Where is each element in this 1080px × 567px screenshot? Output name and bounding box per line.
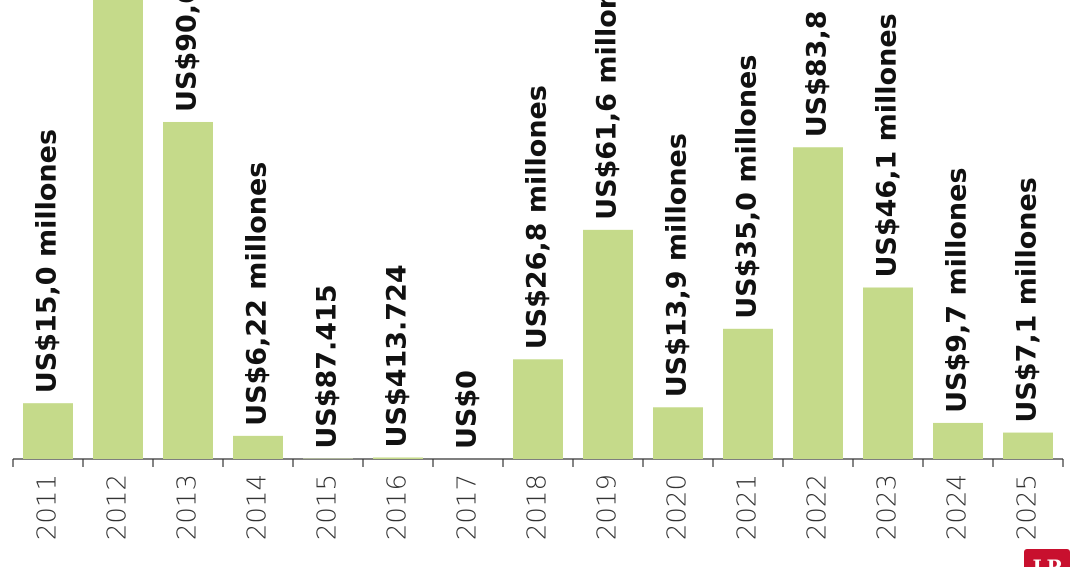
logo-box (1024, 549, 1070, 567)
x-tick-label: 2020 (663, 474, 693, 540)
bar (513, 359, 563, 459)
bar (373, 457, 423, 459)
logo: LP (1024, 549, 1070, 567)
x-tick-label: 2012 (103, 474, 133, 540)
value-label: US$90,6 millones (172, 0, 203, 112)
value-label: US$9,7 millones (942, 167, 973, 412)
bar (233, 435, 283, 459)
bar (583, 229, 633, 459)
value-label: US$6,22 millones (242, 162, 273, 426)
x-tick-label: 2016 (383, 474, 413, 540)
x-tick-label: 2023 (873, 474, 903, 540)
bar (93, 0, 143, 460)
value-label: US$7,1 millones (1012, 177, 1043, 422)
value-label: US$15,0 millones (32, 129, 63, 393)
x-tick-label: 2013 (173, 474, 203, 540)
value-label: US$35,0 millones (732, 55, 763, 319)
x-tick-label: 2017 (453, 474, 483, 540)
value-label: US$83,8 millones (802, 0, 833, 137)
x-tick-label: 2019 (593, 474, 623, 540)
bar (1003, 432, 1053, 459)
bar (933, 422, 983, 459)
x-tick-label: 2011 (33, 474, 63, 540)
value-label: US$0 (452, 370, 483, 449)
x-tick-label: 2024 (943, 474, 973, 540)
value-label: US$87.415 (312, 284, 343, 448)
x-tick-label: 2014 (243, 474, 273, 540)
x-tick-label: 2015 (313, 474, 343, 540)
value-label: US$13,9 millones (662, 133, 693, 397)
bar (163, 121, 213, 459)
x-tick-label: 2018 (523, 474, 553, 540)
x-tick-label: 2021 (733, 474, 763, 540)
bar (653, 407, 703, 459)
x-tick-label: 2025 (1013, 474, 1043, 540)
value-label: US$413.724 (382, 264, 413, 447)
bar (723, 328, 773, 459)
bar (863, 287, 913, 459)
value-label: US$46,1 millones (872, 13, 903, 277)
x-tick-label: 2022 (803, 474, 833, 540)
bar (23, 403, 73, 459)
logo-text: LP (1032, 555, 1061, 567)
value-label: US$61,6 millones (592, 0, 623, 220)
value-label: US$26,8 millones (522, 85, 553, 349)
bar (793, 147, 843, 459)
